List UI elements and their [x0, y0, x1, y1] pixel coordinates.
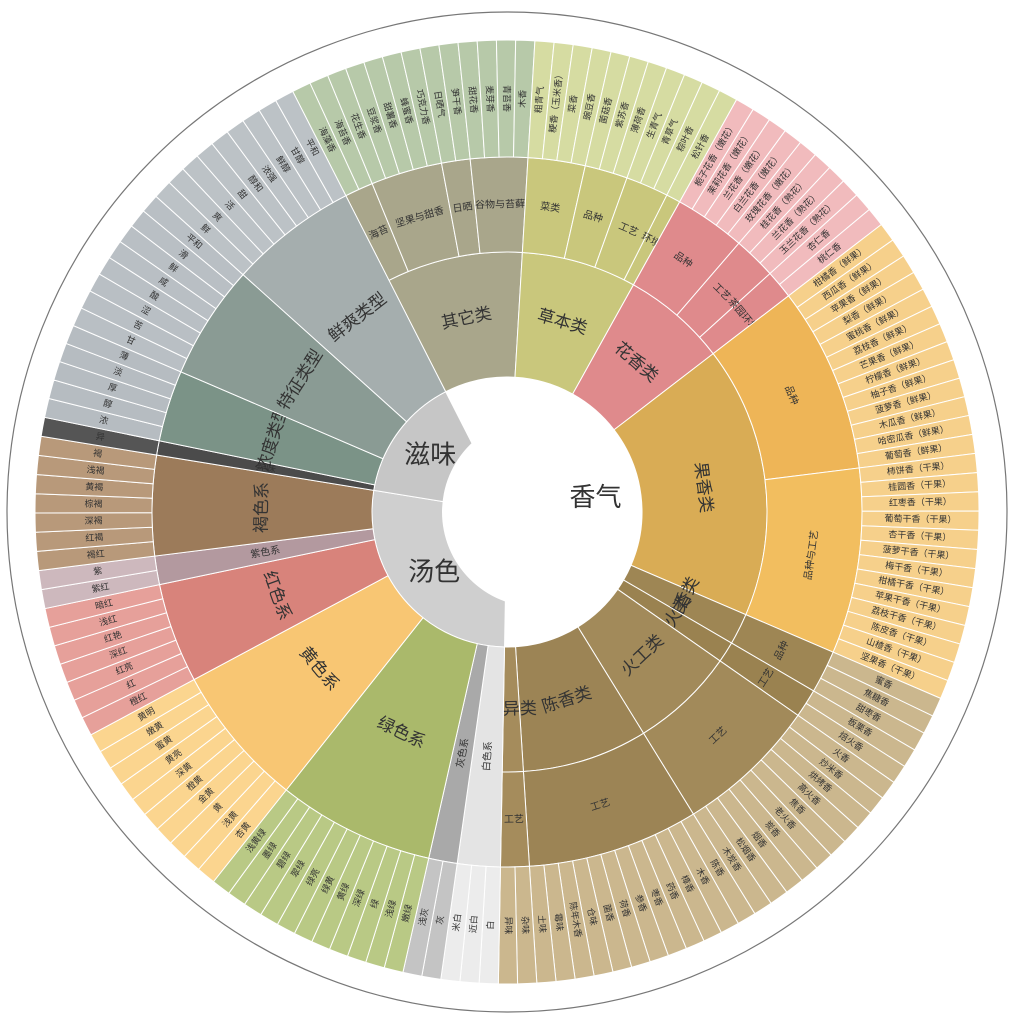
leaf-label: 笋干香 [449, 87, 464, 115]
category-label: 白色系 [479, 741, 494, 772]
center-disc [442, 417, 632, 607]
leaf-label: 米白 [450, 913, 464, 932]
subcategory-label: 日晒 [452, 200, 474, 215]
leaf-label: 暗红 [94, 596, 114, 612]
root-label: 汤色 [408, 557, 460, 587]
leaf-label: 厚 [107, 382, 119, 395]
leaf-label: 甘 [124, 333, 137, 348]
root-label: 香气 [569, 483, 621, 513]
category-label: 褐色系 [252, 482, 273, 533]
leaf-label: 近白 [467, 915, 480, 934]
leaf-label: 仓味 [584, 907, 599, 927]
leaf-label: 白 [484, 920, 496, 929]
subcategory-label: 工艺 [589, 796, 612, 813]
leaf-label: 浓 [98, 414, 109, 427]
leaf-label: 醇 [102, 397, 114, 411]
leaf-label: 杏干香（干果） [888, 528, 952, 544]
leaf-segment [275, 90, 347, 204]
leaf-label: 异 [95, 431, 106, 443]
leaf-label: 菜香 [565, 94, 580, 114]
leaf-label: 灰 [434, 915, 447, 926]
leaf-label: 浅褐 [86, 463, 105, 477]
leaf-label: 木香 [516, 90, 529, 108]
leaf-label: 红褐 [85, 531, 104, 544]
subcategory-label: 菜类 [539, 199, 561, 215]
leaf-label: 褐 [92, 448, 102, 460]
leaf-label: 深褐 [84, 516, 102, 527]
leaf-label: 杂味 [519, 916, 532, 935]
leaf-label: 薄 [118, 349, 131, 364]
leaf-label: 土味 [535, 915, 548, 934]
leaf-label: 粗青气 [532, 86, 546, 114]
leaf-label: 棕褐 [84, 498, 102, 510]
outer-ring [6, 11, 1008, 1013]
leaf-label: 异味 [502, 916, 514, 934]
leaf-label: 甜花香 [466, 86, 480, 114]
leaf-label: 红枣香（干果） [889, 496, 952, 509]
leaf-label: 绿 [368, 898, 382, 910]
subcategory-label: 谷物与苔藓 [475, 197, 525, 211]
leaf-label: 褐红 [86, 548, 105, 562]
subcategory-label: 工艺 [504, 813, 524, 825]
leaf-label: 紫红 [91, 580, 111, 595]
leaf-label: 麦芽香 [483, 85, 496, 113]
leaf-label: 霉味 [552, 913, 566, 932]
leaf-label: 青苔香 [501, 85, 513, 112]
leaf-label: 荷香 [616, 898, 632, 918]
leaf-label: 浅灰 [416, 907, 431, 927]
leaf-label: 桂圆香（干果） [888, 477, 952, 493]
leaf-label: 淡 [112, 366, 124, 379]
root-label: 滋味 [404, 441, 456, 471]
leaf-label: 葡萄干香（干果） [884, 512, 956, 525]
leaf-label: 黄褐 [85, 481, 104, 494]
leaf-label: 紫 [93, 566, 104, 578]
